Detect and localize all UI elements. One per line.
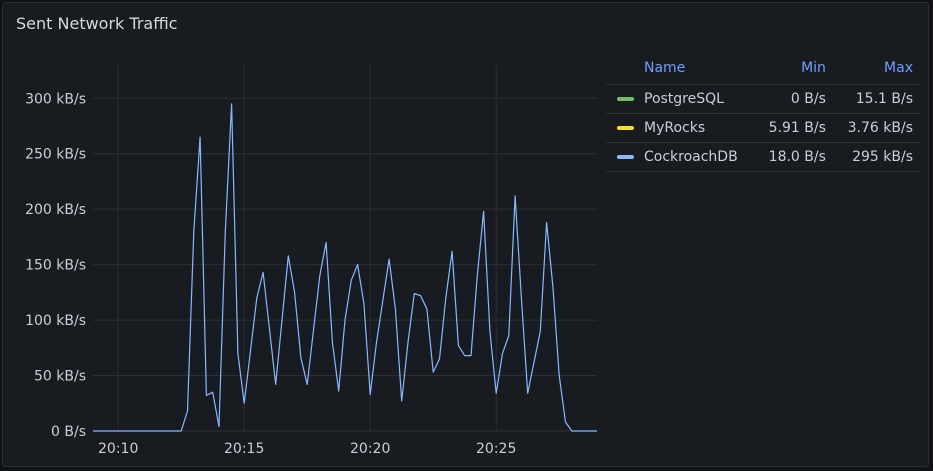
legend-min-value: 18.0 B/s xyxy=(755,142,834,172)
y-tick-label: 200 kB/s xyxy=(25,202,86,218)
legend-header-name[interactable]: Name xyxy=(606,56,756,85)
legend-min-value: 0 B/s xyxy=(755,84,834,114)
series-color-swatch xyxy=(617,155,634,159)
legend-max-value: 295 kB/s xyxy=(833,142,921,172)
x-tick-label: 20:10 xyxy=(98,441,138,457)
legend-series-name: PostgreSQL xyxy=(644,91,724,107)
legend-series-name: MyRocks xyxy=(644,120,706,136)
y-tick-label: 100 kB/s xyxy=(25,313,86,329)
legend-series-name: CockroachDB xyxy=(644,149,738,165)
legend-max-value: 15.1 B/s xyxy=(833,84,921,114)
x-tick-label: 20:15 xyxy=(224,441,264,457)
line-chart: 0 B/s 50 kB/s 100 kB/s 150 kB/s 200 kB/s 250 … xyxy=(25,65,597,457)
x-tick-label: 20:20 xyxy=(350,441,390,457)
y-tick-label: 0 B/s xyxy=(51,424,86,440)
panel-title: Sent Network Traffic xyxy=(16,14,178,33)
legend-row-postgresql[interactable]: PostgreSQL 0 B/s 15.1 B/s xyxy=(606,84,921,114)
legend-row-cockroachdb[interactable]: CockroachDB 18.0 B/s 295 kB/s xyxy=(606,142,921,172)
legend-table: Name Min Max PostgreSQL 0 B/s 15.1 B/s M… xyxy=(606,56,921,172)
y-tick-label: 250 kB/s xyxy=(25,147,86,163)
legend-header-row: Name Min Max xyxy=(606,56,921,85)
series-line-cockroachdb xyxy=(93,103,597,432)
legend-min-value: 5.91 B/s xyxy=(755,113,834,143)
legend-header-max[interactable]: Max xyxy=(833,56,921,85)
x-tick-label: 20:25 xyxy=(476,441,516,457)
legend-max-value: 3.76 kB/s xyxy=(833,113,921,143)
y-tick-label: 50 kB/s xyxy=(34,369,86,385)
series-color-swatch xyxy=(617,126,634,130)
y-tick-label: 300 kB/s xyxy=(25,91,86,107)
series-color-swatch xyxy=(617,97,634,101)
legend-header-min[interactable]: Min xyxy=(755,56,834,85)
legend-row-myrocks[interactable]: MyRocks 5.91 B/s 3.76 kB/s xyxy=(606,113,921,143)
y-tick-label: 150 kB/s xyxy=(25,258,86,274)
